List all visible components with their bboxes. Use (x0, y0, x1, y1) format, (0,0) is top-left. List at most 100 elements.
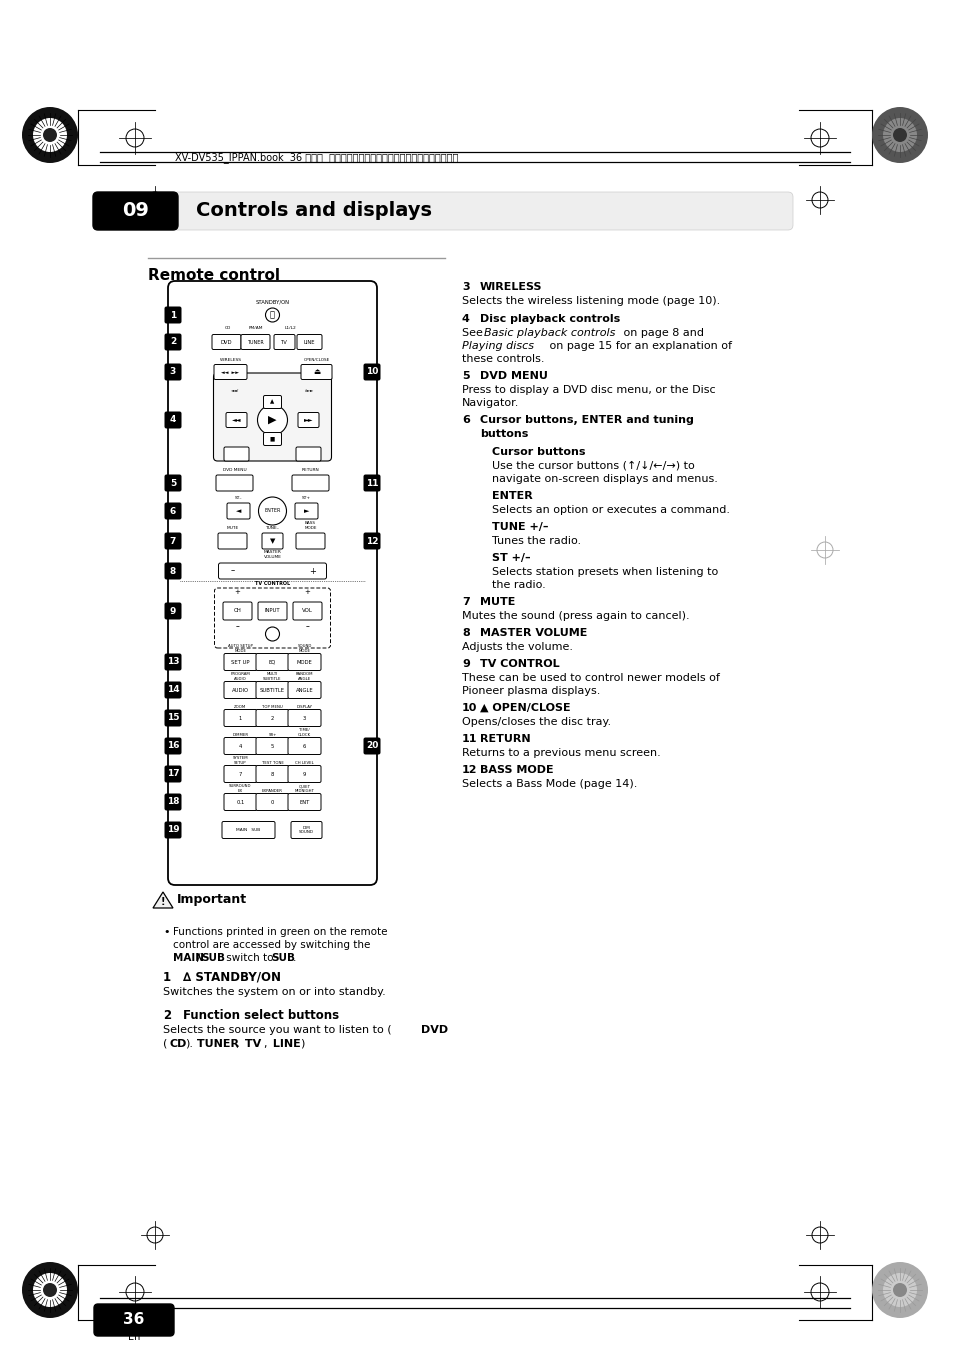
FancyBboxPatch shape (363, 738, 380, 754)
Text: TUNE–: TUNE– (265, 526, 279, 530)
Text: 09: 09 (122, 201, 150, 220)
Text: Playing discs: Playing discs (461, 340, 534, 351)
Circle shape (265, 308, 279, 322)
Text: MASTER VOLUME: MASTER VOLUME (479, 628, 587, 638)
FancyBboxPatch shape (212, 335, 241, 350)
Text: Functions printed in green on the remote: Functions printed in green on the remote (172, 927, 387, 938)
Text: Disc playback controls: Disc playback controls (479, 313, 619, 324)
FancyBboxPatch shape (215, 476, 253, 490)
FancyBboxPatch shape (223, 603, 252, 620)
Text: 8: 8 (271, 771, 274, 777)
Text: SUB: SUB (271, 952, 294, 963)
Text: ZOOM: ZOOM (234, 705, 247, 709)
FancyBboxPatch shape (288, 709, 320, 727)
Text: CH: CH (233, 608, 241, 613)
FancyBboxPatch shape (224, 766, 256, 782)
Text: ▶: ▶ (268, 415, 276, 426)
Text: 11: 11 (461, 734, 477, 744)
Text: ENTER: ENTER (492, 490, 532, 501)
Text: 9: 9 (170, 607, 176, 616)
FancyBboxPatch shape (227, 503, 250, 519)
Text: ►: ► (303, 508, 309, 513)
Text: Basic playback controls: Basic playback controls (483, 328, 615, 338)
Text: VOL: VOL (302, 608, 313, 613)
FancyBboxPatch shape (224, 681, 256, 698)
FancyBboxPatch shape (224, 793, 256, 811)
Circle shape (43, 1283, 57, 1297)
Text: ,: , (234, 1039, 238, 1048)
Text: RETURN: RETURN (479, 734, 530, 744)
FancyBboxPatch shape (255, 738, 289, 754)
Text: 2: 2 (163, 1009, 171, 1021)
Text: Returns to a previous menu screen.: Returns to a previous menu screen. (461, 748, 660, 758)
FancyBboxPatch shape (295, 534, 325, 549)
Text: CD: CD (170, 1039, 187, 1048)
Text: Selects station presets when listening to: Selects station presets when listening t… (492, 567, 718, 577)
Text: TV CONTROL: TV CONTROL (479, 659, 559, 669)
Text: 3: 3 (302, 716, 306, 720)
FancyBboxPatch shape (164, 307, 181, 323)
Text: ).: ). (185, 1039, 193, 1048)
Text: 3: 3 (170, 367, 176, 377)
Text: SYSTEM
SETUP: SYSTEM SETUP (233, 757, 248, 765)
Text: (: ( (163, 1039, 167, 1048)
Text: QUIET
MIDNIGHT: QUIET MIDNIGHT (294, 785, 314, 793)
Circle shape (33, 1273, 67, 1306)
Circle shape (871, 107, 927, 163)
Text: LINE: LINE (269, 1039, 300, 1048)
FancyBboxPatch shape (164, 532, 181, 550)
Text: OPEN/CLOSE: OPEN/CLOSE (303, 358, 330, 362)
Text: BASS
MODE: BASS MODE (304, 521, 316, 530)
Text: 7: 7 (461, 597, 469, 607)
Text: 7: 7 (170, 536, 176, 546)
Text: +: + (234, 589, 240, 594)
Text: MODE: MODE (296, 659, 312, 665)
FancyBboxPatch shape (224, 654, 256, 670)
Text: STANDBY/ON: STANDBY/ON (255, 300, 289, 304)
Text: L1/L2: L1/L2 (284, 326, 296, 330)
Text: 5: 5 (170, 478, 176, 488)
Text: ►►: ►► (303, 417, 313, 423)
Text: Pioneer plasma displays.: Pioneer plasma displays. (461, 686, 599, 696)
FancyBboxPatch shape (224, 447, 249, 461)
Text: ▲ OPEN/CLOSE: ▲ OPEN/CLOSE (479, 703, 570, 713)
FancyBboxPatch shape (224, 709, 256, 727)
Text: control are accessed by switching the: control are accessed by switching the (172, 940, 370, 950)
Text: DIMMER: DIMMER (233, 734, 248, 738)
Text: on page 15 for an explanation of: on page 15 for an explanation of (545, 340, 731, 351)
Text: ): ) (299, 1039, 304, 1048)
Text: Selects the source you want to listen to (: Selects the source you want to listen to… (163, 1025, 392, 1035)
Text: .: . (293, 952, 296, 963)
Text: ▲: ▲ (270, 400, 274, 404)
Text: CH LEVEL: CH LEVEL (294, 761, 314, 765)
Text: 0: 0 (271, 800, 274, 804)
Text: TUNE +/–: TUNE +/– (492, 521, 548, 532)
Text: Adjusts the volume.: Adjusts the volume. (461, 642, 573, 653)
Text: Mutes the sound (press again to cancel).: Mutes the sound (press again to cancel). (461, 611, 689, 621)
FancyBboxPatch shape (294, 503, 317, 519)
FancyBboxPatch shape (263, 396, 281, 408)
FancyBboxPatch shape (164, 738, 181, 754)
Text: Use the cursor buttons (↑/↓/←/→) to: Use the cursor buttons (↑/↓/←/→) to (492, 461, 694, 471)
FancyBboxPatch shape (164, 766, 181, 782)
FancyBboxPatch shape (255, 766, 289, 782)
Text: ⏏: ⏏ (313, 367, 320, 377)
FancyBboxPatch shape (288, 766, 320, 782)
Circle shape (892, 128, 906, 142)
Text: 9: 9 (302, 771, 306, 777)
Text: DISPLAY: DISPLAY (296, 705, 313, 709)
Text: 6: 6 (302, 743, 306, 748)
FancyBboxPatch shape (224, 738, 256, 754)
FancyBboxPatch shape (257, 603, 287, 620)
Text: Important: Important (177, 893, 247, 907)
Text: /►►: /►► (305, 389, 314, 393)
FancyBboxPatch shape (255, 793, 289, 811)
Text: MUTE: MUTE (226, 526, 238, 530)
Text: 16: 16 (167, 742, 179, 751)
Text: 1: 1 (170, 311, 176, 319)
FancyBboxPatch shape (172, 192, 792, 230)
FancyBboxPatch shape (262, 534, 283, 549)
Text: 5: 5 (461, 372, 469, 381)
Text: WIRELESS: WIRELESS (219, 358, 241, 362)
Text: 13: 13 (167, 658, 179, 666)
